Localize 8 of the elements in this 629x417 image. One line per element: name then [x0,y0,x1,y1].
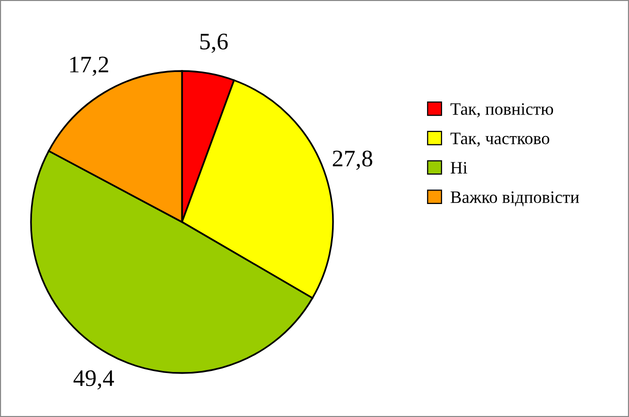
legend-label: Ні [450,162,468,174]
legend-label: Важко відповісти [450,191,580,206]
legend-label: Так, частково [450,132,550,147]
data-label: 49,4 [74,370,114,390]
legend-label: Так, повністю [450,103,554,118]
data-label: 17,2 [70,56,108,76]
data-label: 5,6 [200,34,228,53]
data-label: 27,8 [332,150,372,170]
